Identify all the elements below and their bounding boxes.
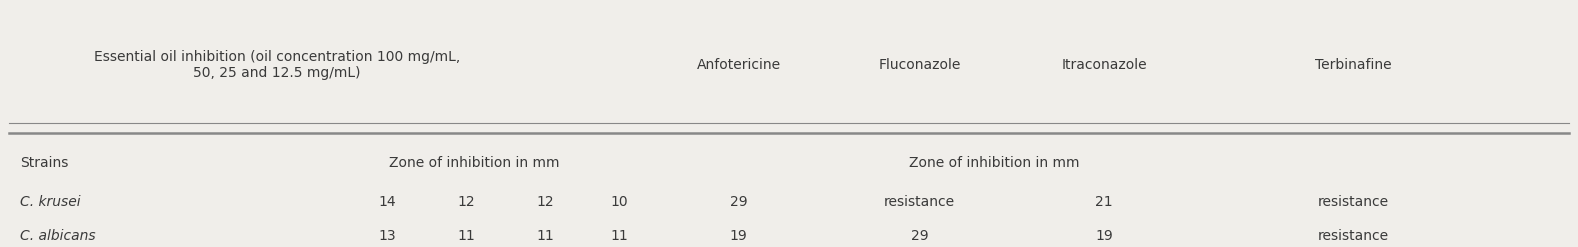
Text: 11: 11: [611, 229, 628, 243]
Text: Essential oil inhibition (oil concentration 100 mg/mL,
50, 25 and 12.5 mg/mL): Essential oil inhibition (oil concentrat…: [95, 50, 461, 80]
Text: Zone of inhibition in mm: Zone of inhibition in mm: [388, 156, 559, 170]
Text: 12: 12: [537, 195, 554, 209]
Text: 19: 19: [1095, 229, 1112, 243]
Text: resistance: resistance: [884, 195, 955, 209]
Text: Strains: Strains: [21, 156, 69, 170]
Text: 11: 11: [537, 229, 554, 243]
Text: 19: 19: [729, 229, 748, 243]
Text: Itraconazole: Itraconazole: [1062, 58, 1147, 72]
Text: resistance: resistance: [1318, 195, 1389, 209]
Text: C. albicans: C. albicans: [21, 229, 96, 243]
Text: 12: 12: [458, 195, 475, 209]
Text: 10: 10: [611, 195, 628, 209]
Text: resistance: resistance: [1318, 229, 1389, 243]
Text: 29: 29: [911, 229, 928, 243]
Text: 13: 13: [379, 229, 396, 243]
Text: 14: 14: [379, 195, 396, 209]
Text: 11: 11: [458, 229, 475, 243]
Text: Fluconazole: Fluconazole: [879, 58, 961, 72]
Text: Zone of inhibition in mm: Zone of inhibition in mm: [909, 156, 1079, 170]
Text: 21: 21: [1095, 195, 1112, 209]
Text: Terbinafine: Terbinafine: [1314, 58, 1392, 72]
Text: C. krusei: C. krusei: [21, 195, 80, 209]
Text: 29: 29: [729, 195, 748, 209]
Text: Anfotericine: Anfotericine: [696, 58, 781, 72]
